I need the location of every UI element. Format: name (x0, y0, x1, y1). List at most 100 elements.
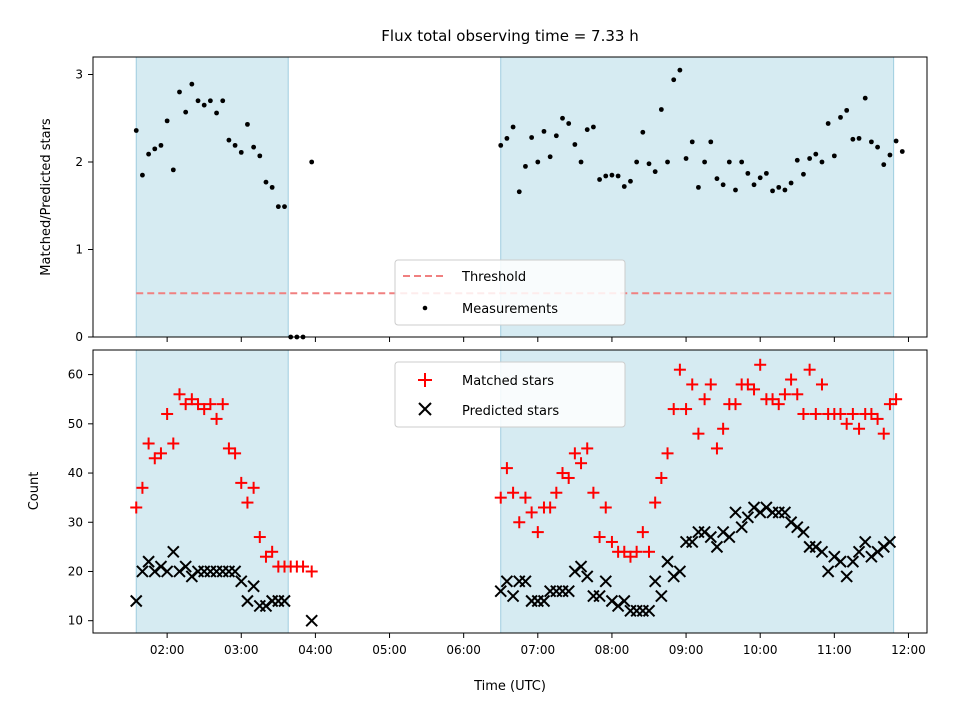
predicted-star-stroke (506, 589, 520, 603)
predicted-star-marker (618, 594, 631, 608)
predicted-star-stroke (883, 535, 897, 549)
predicted-star-marker (846, 555, 860, 568)
predicted-star-stroke (747, 501, 761, 514)
predicted-star-stroke (241, 594, 254, 608)
measurement-point (140, 172, 145, 178)
measurement-point (770, 188, 775, 194)
predicted-star-stroke (716, 525, 730, 539)
predicted-star-marker (562, 584, 575, 598)
predicted-star-stroke (778, 506, 792, 519)
predicted-star-stroke (136, 565, 149, 578)
predicted-star-stroke (735, 520, 748, 534)
predicted-star-stroke (593, 589, 606, 603)
measurement-point (232, 142, 238, 148)
predicted-star-marker (686, 535, 699, 549)
matched-star-marker (179, 398, 192, 411)
matched-star-marker (142, 437, 155, 450)
measurement-point (309, 159, 315, 165)
matched-star-marker (834, 407, 847, 420)
ratio-y-tick-label: 0 (75, 330, 83, 344)
matched-star-marker (531, 526, 544, 539)
observing-window (135, 56, 289, 338)
ratio-panel: 0 1 2 3 Matched/Predicted stars Threshold M… (39, 56, 928, 344)
measurement-point (714, 176, 720, 182)
predicted-star-stroke (655, 589, 668, 603)
matched-star-marker (216, 398, 229, 411)
matched-star-marker (568, 447, 581, 460)
matched-star-marker (167, 437, 180, 450)
predicted-star-stroke (562, 584, 575, 598)
measurement-point (733, 187, 738, 193)
predicted-star-marker (648, 575, 662, 588)
measurement-point (251, 144, 257, 150)
measurement-point (776, 184, 782, 190)
matched-star-marker (704, 378, 717, 391)
matched-star-marker (241, 496, 254, 509)
predicted-star-marker (821, 565, 835, 578)
measurement-point (893, 138, 899, 144)
predicted-star-stroke (648, 575, 662, 588)
measurement-point (696, 184, 701, 190)
predicted-star-stroke (247, 580, 260, 593)
x-tick-label: 04:00 (298, 643, 333, 657)
predicted-star-marker (741, 511, 755, 524)
predicted-star-stroke (154, 560, 168, 573)
predicted-star-stroke (698, 525, 711, 539)
legend-measurements-swatch (422, 305, 428, 311)
predicted-star-marker (179, 560, 192, 573)
matched-star-marker (865, 407, 878, 420)
predicted-star-marker (840, 570, 853, 583)
matched-star-marker (766, 393, 779, 406)
measurement-point (899, 149, 905, 154)
matched-star-marker (661, 447, 674, 460)
predicted-star-stroke (228, 565, 242, 578)
matched-star-marker (297, 560, 310, 573)
predicted-star-marker (160, 565, 174, 578)
matched-star-marker (154, 447, 167, 460)
measurement-point (275, 204, 281, 210)
count-y-tick-label: 60 (68, 368, 83, 382)
matched-star-marker (253, 531, 266, 544)
x-tick-label: 03:00 (224, 643, 259, 657)
ratio-y-axis-label: Matched/Predicted stars (39, 118, 54, 276)
matched-star-marker (692, 427, 705, 440)
measurement-point (689, 139, 695, 145)
matched-star-marker (846, 407, 859, 420)
matched-star-marker (235, 476, 248, 489)
predicted-star-stroke (828, 550, 841, 563)
predicted-star-stroke (642, 604, 656, 618)
measurement-point (220, 98, 226, 104)
predicted-star-stroke (605, 594, 619, 608)
matched-star-marker (624, 550, 637, 563)
predicted-star-marker (142, 555, 155, 568)
count-panel: 02:00 03:00 04:00 05:00 06:00 07:00 08:00 09:00… (27, 349, 928, 694)
predicted-star-marker (729, 506, 742, 519)
count-panel-frame (92, 349, 928, 634)
matched-star-marker (643, 545, 655, 558)
predicted-star-stroke (741, 511, 755, 524)
measurement-point (597, 177, 602, 182)
measurement-point (819, 159, 825, 165)
predicted-star-stroke (704, 530, 717, 544)
count-panel-ticks: 02:00 03:00 04:00 05:00 06:00 07:00 08:00 09:00… (68, 368, 926, 657)
predicted-star-marker (859, 535, 872, 549)
predicted-star-stroke (618, 594, 631, 608)
ratio-legend-box (394, 259, 626, 326)
predicted-star-marker (278, 594, 291, 608)
measurement-point (609, 172, 615, 178)
measurement-point (658, 107, 664, 112)
matched-star-marker (729, 398, 742, 411)
predicted-star-marker (500, 575, 514, 588)
predicted-star-marker (305, 614, 318, 627)
measurement-point (541, 128, 547, 134)
count-y-tick-label: 10 (68, 614, 83, 628)
measurement-point (504, 135, 510, 141)
predicted-star-marker (494, 584, 507, 598)
predicted-star-marker (735, 520, 748, 534)
matched-star-marker (247, 481, 260, 494)
measurement-point (745, 170, 751, 176)
count-legend-box (394, 361, 626, 428)
matched-star-marker (185, 393, 198, 406)
predicted-star-marker (704, 530, 717, 544)
measurement-point (720, 182, 726, 188)
